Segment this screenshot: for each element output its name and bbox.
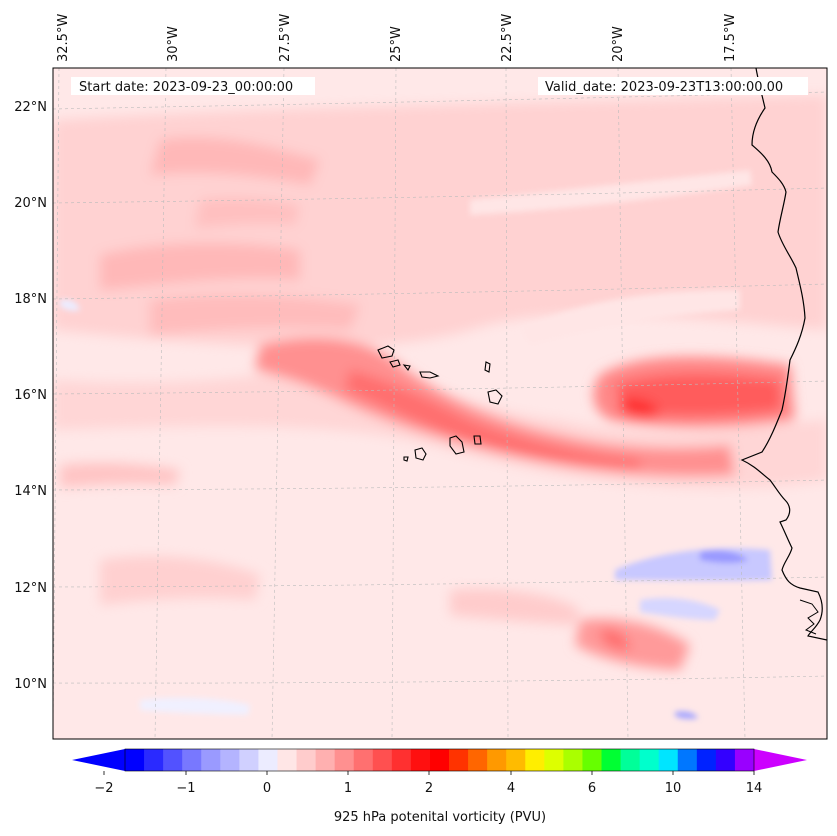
longitude-labels: 32.5°W 30°W 27.5°W 25°W 22.5°W 20°W 17.5… bbox=[56, 14, 738, 62]
colorbar-swatch bbox=[182, 749, 202, 771]
colorbar-swatch bbox=[220, 749, 240, 771]
lat-label: 12°N bbox=[14, 581, 47, 596]
valid-date-label: Valid_date: 2023-09-23T13:00:00.00 bbox=[545, 80, 783, 95]
colorbar-swatch bbox=[258, 749, 278, 771]
map-frame bbox=[52, 67, 828, 740]
colorbar-outline bbox=[124, 748, 755, 772]
start-date-box bbox=[71, 77, 315, 95]
colorbar-swatch bbox=[544, 749, 564, 771]
lon-label: 22.5°W bbox=[500, 14, 515, 62]
colorbar-swatch bbox=[334, 749, 355, 771]
colorbar-tick-label: 10 bbox=[665, 781, 682, 796]
colorbar-title: 925 hPa potenital vorticity (PVU) bbox=[334, 810, 546, 825]
lat-label: 10°N bbox=[14, 677, 47, 692]
lat-label: 20°N bbox=[14, 196, 47, 211]
colorbar-extend-high bbox=[754, 749, 807, 771]
colorbar-tick-label: −1 bbox=[176, 781, 195, 796]
colorbar-swatch bbox=[410, 749, 431, 771]
colorbar-swatch bbox=[696, 749, 717, 771]
colorbar-tick-label: 0 bbox=[263, 781, 271, 796]
colorbar-swatch bbox=[296, 749, 317, 771]
lat-label: 18°N bbox=[14, 292, 47, 307]
colorbar-swatch bbox=[163, 749, 183, 771]
lon-label: 17.5°W bbox=[723, 14, 738, 62]
colorbar-swatch bbox=[734, 749, 755, 771]
colorbar-tick-label: 6 bbox=[588, 781, 596, 796]
africa-coastline bbox=[740, 68, 827, 641]
lon-label: 32.5°W bbox=[56, 14, 71, 62]
valid-date-box bbox=[538, 77, 808, 95]
colorbar-swatch bbox=[429, 749, 450, 771]
colorbar-swatch bbox=[525, 749, 545, 771]
colorbar-tick-label: −2 bbox=[94, 781, 113, 796]
lat-label: 22°N bbox=[14, 100, 47, 115]
cape-verde-islands bbox=[377, 345, 503, 462]
colorbar-tick-label: 2 bbox=[425, 781, 433, 796]
colorbar-swatch bbox=[487, 749, 507, 771]
latitude-labels: 22°N 20°N 18°N 16°N 14°N 12°N 10°N bbox=[14, 100, 47, 692]
colorbar-swatch bbox=[125, 749, 145, 771]
colorbar-swatch bbox=[277, 749, 298, 771]
colorbar-swatch bbox=[449, 749, 469, 771]
colorbar-extend-low bbox=[72, 749, 125, 771]
colorbar-swatch bbox=[506, 749, 526, 771]
colorbar: −2 −1 0 1 2 4 6 10 14 925 hPa potenital … bbox=[72, 748, 807, 825]
lat-label: 14°N bbox=[14, 484, 47, 499]
pv-field bbox=[53, 68, 827, 739]
guinea-coast bbox=[799, 599, 819, 635]
colorbar-swatch bbox=[658, 749, 679, 771]
colorbar-swatch bbox=[677, 749, 698, 771]
colorbar-swatch bbox=[353, 749, 374, 771]
colorbar-tick-label: 4 bbox=[507, 781, 515, 796]
colorbar-swatch bbox=[639, 749, 660, 771]
colorbar-swatch bbox=[582, 749, 603, 771]
colorbar-tick-label: 1 bbox=[344, 781, 352, 796]
colorbar-swatch bbox=[601, 749, 622, 771]
colorbar-swatches bbox=[125, 749, 755, 771]
colorbar-swatch bbox=[468, 749, 488, 771]
lon-label: 27.5°W bbox=[278, 14, 293, 62]
colorbar-swatch bbox=[391, 749, 412, 771]
colorbar-ticks bbox=[103, 771, 755, 775]
lat-label: 16°N bbox=[14, 388, 47, 403]
colorbar-swatch bbox=[239, 749, 259, 771]
colorbar-tick-label: 14 bbox=[746, 781, 763, 796]
colorbar-swatch bbox=[372, 749, 393, 771]
lon-label: 30°W bbox=[166, 26, 181, 62]
colorbar-swatch bbox=[715, 749, 736, 771]
lon-label: 25°W bbox=[389, 26, 404, 62]
colorbar-swatch bbox=[201, 749, 221, 771]
start-date-label: Start date: 2023-09-23_00:00:00 bbox=[79, 80, 293, 95]
lon-label: 20°W bbox=[611, 26, 626, 62]
colorbar-swatch bbox=[315, 749, 336, 771]
colorbar-swatch bbox=[563, 749, 583, 771]
colorbar-swatch bbox=[620, 749, 641, 771]
colorbar-swatch bbox=[144, 749, 164, 771]
